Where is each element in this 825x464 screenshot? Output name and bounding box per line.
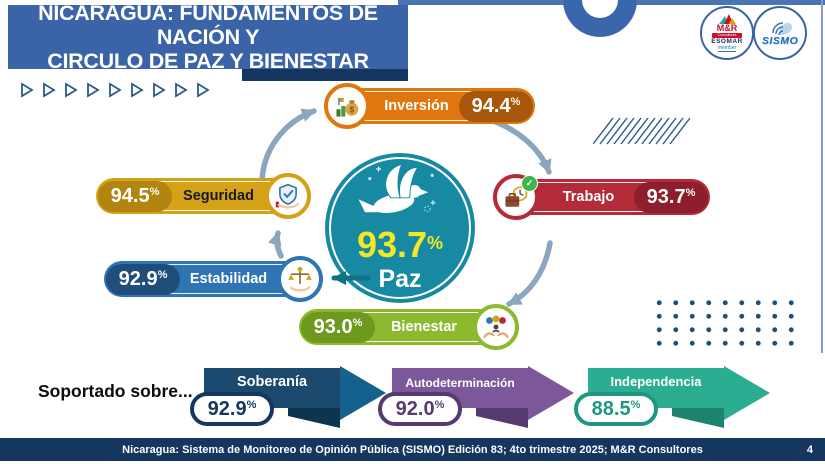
sismo-wave-icon (772, 22, 793, 36)
arrow-estabilidad-to-seguridad (267, 230, 284, 259)
triangle-row-decoration (21, 82, 210, 98)
independencia-value: 88.5% (574, 392, 658, 426)
arrow-inversion-to-trabajo (475, 113, 552, 175)
work-icon: ✓ (493, 174, 539, 220)
soberania-label: Soberanía (236, 374, 308, 390)
paz-label: Paz (378, 265, 422, 293)
half-donut-decoration (563, 0, 637, 37)
metric-estabilidad: Estabilidad 92.9% (104, 256, 323, 302)
soberania-value: 92.9% (190, 392, 274, 426)
mr-logo-name: M&R (716, 22, 738, 33)
paz-value: 93.7% (356, 224, 444, 265)
estabilidad-label: Estabilidad (189, 271, 268, 287)
banner-soberania: Soberanía 92.9% (190, 366, 390, 432)
banner-autodeterminacion: Autodeterminación 92.0% (378, 366, 578, 432)
footer-source: Nicaragua: Sistema de Monitoreo de Opini… (122, 443, 703, 456)
seguridad-value: 94.5% (98, 180, 172, 212)
metric-seguridad: Seguridad 94.5% (96, 173, 311, 219)
paz-center-circle: 93.7% Paz (325, 153, 475, 303)
independencia-label: Independencia (610, 374, 702, 389)
metric-trabajo: Trabajo 93.7% ✓ (493, 174, 710, 220)
balance-scale-icon (277, 256, 323, 302)
sismo-logo-label: SISMO (761, 35, 799, 47)
diagonal-hatch-decoration (593, 117, 691, 145)
investment-icon: $ (324, 83, 370, 129)
sismo-logo: SISMO (753, 6, 807, 60)
banner-independencia: Independencia 88.5% (574, 366, 774, 432)
trabajo-label: Trabajo (562, 189, 615, 205)
bienestar-label: Bienestar (390, 319, 458, 335)
page-number: 4 (806, 443, 813, 456)
inversion-value: 94.4% (459, 90, 533, 122)
wellbeing-hands-icon (473, 304, 519, 350)
trabajo-value: 93.7% (634, 181, 708, 213)
footer-bar: Nicaragua: Sistema de Monitoreo de Opini… (0, 438, 825, 461)
seguridad-label: Seguridad (183, 188, 254, 204)
arrow-trabajo-to-bienestar (506, 240, 553, 307)
autodeterminacion-label: Autodeterminación (405, 376, 515, 390)
inversion-label: Inversión (384, 98, 449, 114)
title-accent-bar (242, 69, 408, 81)
check-badge-icon: ✓ (521, 175, 538, 192)
bienestar-value: 93.0% (301, 311, 375, 343)
mr-logo-member: member (717, 44, 737, 53)
dot-grid-decoration (651, 296, 800, 350)
estabilidad-value: 92.9% (106, 263, 180, 295)
page-title: NICARAGUA: FUNDAMENTOS DE NACIÓN Y CIRCU… (8, 1, 408, 73)
metric-bienestar: Bienestar 93.0% (299, 304, 519, 350)
title-line-1: NICARAGUA: FUNDAMENTOS DE NACIÓN Y (38, 0, 378, 49)
supported-caption: Soportado sobre... (38, 381, 193, 401)
mr-logo-consultores: Consultores (712, 32, 742, 38)
dove-icon (358, 163, 436, 214)
shield-hand-icon (265, 173, 311, 219)
right-edge-line (821, 0, 823, 353)
metric-inversion: Inversión 94.4% $ (324, 83, 535, 129)
mr-logo-esomar: ESOMAR (711, 37, 743, 45)
title-line-2: CIRCULO DE PAZ Y BIENESTAR (47, 49, 369, 74)
svg-text:$: $ (350, 106, 355, 115)
autodeterminacion-value: 92.0% (378, 392, 462, 426)
mr-consultores-logo: M&R Consultores ESOMAR member (700, 6, 754, 60)
mr-logo-chart-icon (719, 13, 736, 24)
